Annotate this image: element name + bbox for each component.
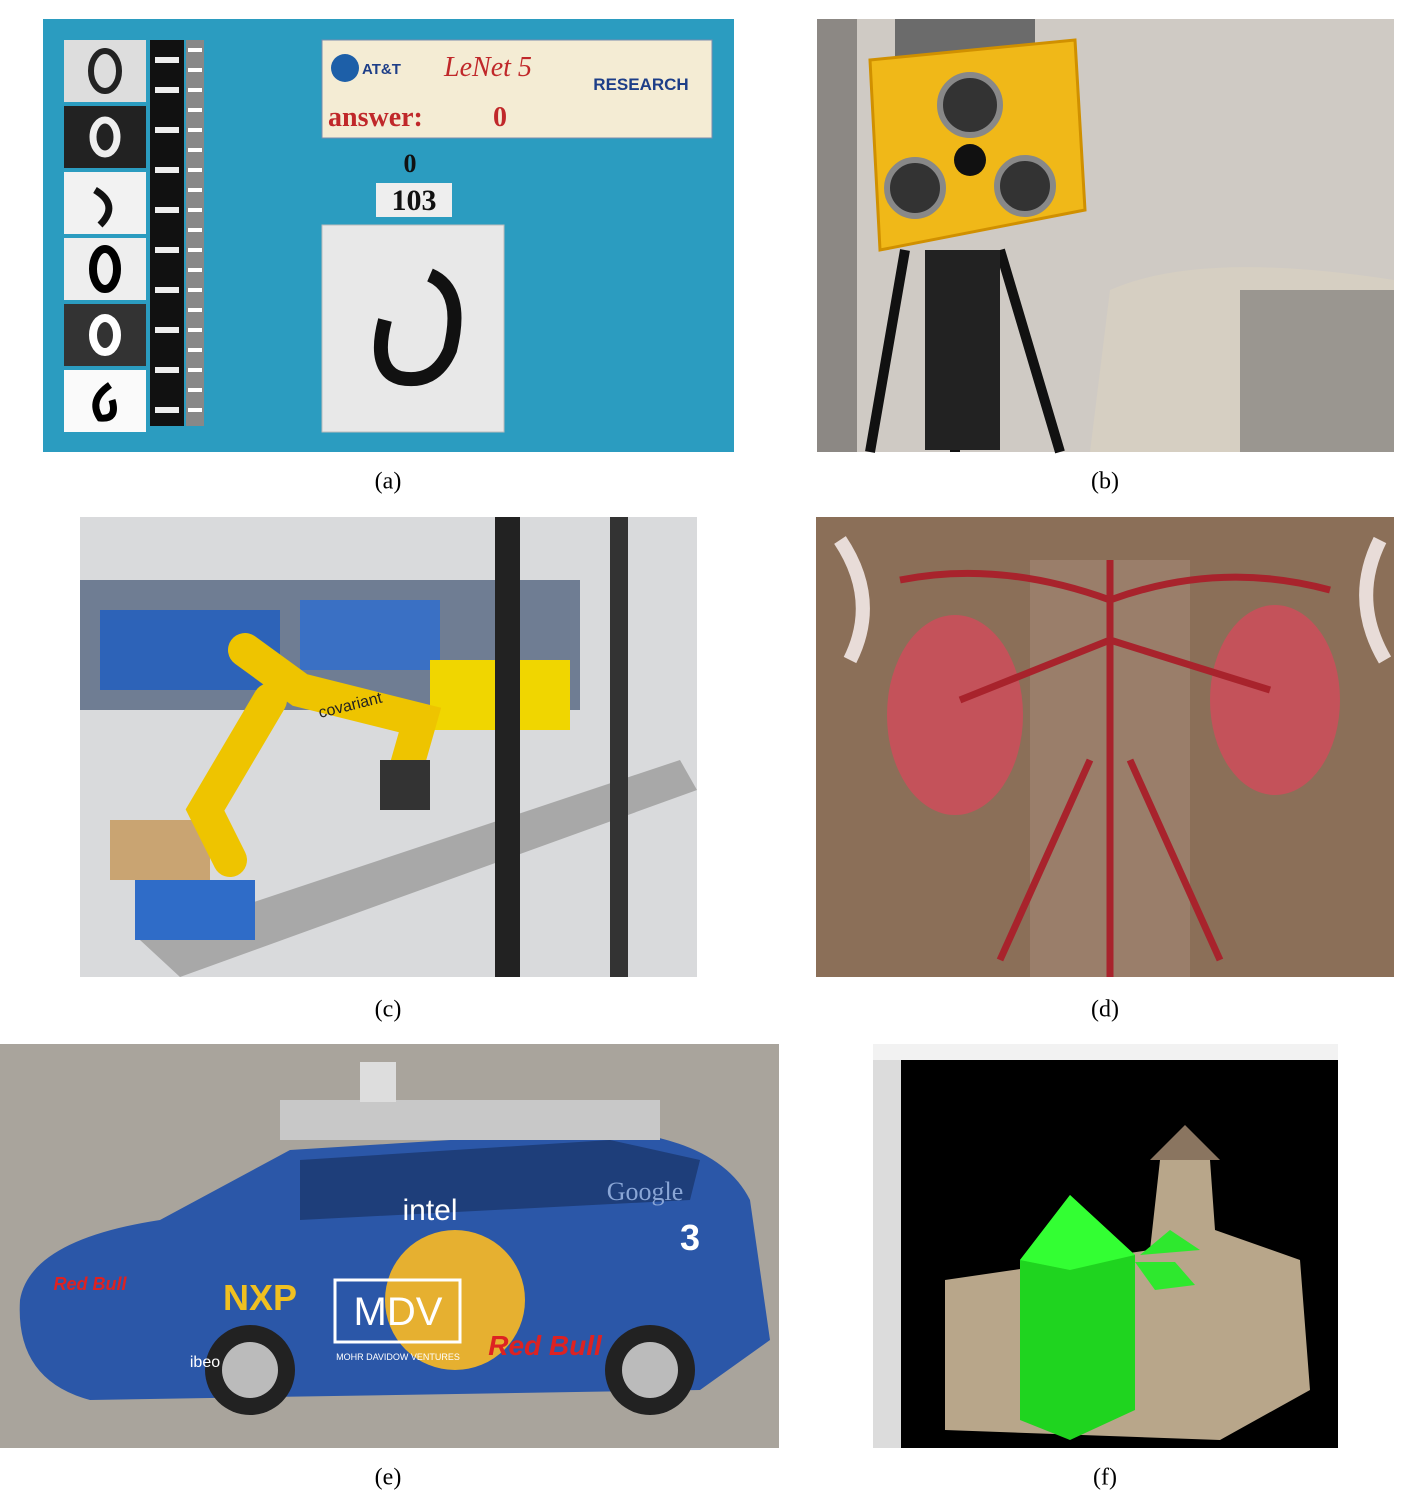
input-digit-box (321, 224, 505, 433)
car-number: 3 (680, 1217, 700, 1258)
input-digit (373, 268, 462, 387)
tripod-head (925, 250, 1000, 450)
answer-value: 0 (493, 102, 507, 133)
right-kidney (1210, 605, 1340, 795)
caption: (a) (375, 469, 402, 495)
google-logo: Google (607, 1177, 684, 1206)
output-code: 103 (392, 184, 437, 217)
redbull-logo: Red Bull (488, 1330, 603, 1361)
toolbar (873, 1044, 1338, 1060)
panel-f (873, 1044, 1338, 1448)
nxp-logo: NXP (223, 1277, 297, 1318)
left-kidney (887, 615, 1023, 815)
research-label: RESEARCH (593, 75, 688, 94)
mdv-logo: MDV (354, 1290, 443, 1334)
answer-label: answer: (328, 102, 423, 133)
robot-arm (185, 633, 442, 877)
lenet-header (321, 39, 713, 139)
mdv-subtitle: MOHR DAVIDOW VENTURES (336, 1352, 460, 1362)
panel-d (816, 517, 1394, 977)
redbull-logo: Red Bull (53, 1274, 127, 1294)
panel-a: AT&T LeNet 5 RESEARCH answer: 0 0 103 (43, 19, 734, 452)
caption: (e) (375, 1465, 402, 1491)
panel-c: covariant (80, 517, 697, 977)
ibeo-logo: ibeo (190, 1354, 220, 1371)
sidebar (873, 1060, 901, 1448)
att-logo (331, 54, 359, 82)
conveyor-rail (140, 760, 697, 977)
output-code-box (376, 183, 452, 217)
roof-rack (280, 1100, 660, 1140)
caption: (c) (375, 997, 402, 1023)
att-label: AT&T (362, 61, 401, 78)
digit-thumbnails (64, 40, 204, 432)
panel-e: intel MDV MOHR DAVIDOW VENTURES Red Bull… (0, 1044, 779, 1448)
caption: (f) (1093, 1465, 1117, 1491)
intel-logo: intel (402, 1194, 457, 1227)
lenet-label: LeNet 5 (443, 52, 532, 83)
caption: (d) (1091, 997, 1119, 1023)
panel-b (817, 19, 1394, 454)
output-digit: 0 (404, 149, 417, 178)
caption: (b) (1091, 469, 1119, 495)
